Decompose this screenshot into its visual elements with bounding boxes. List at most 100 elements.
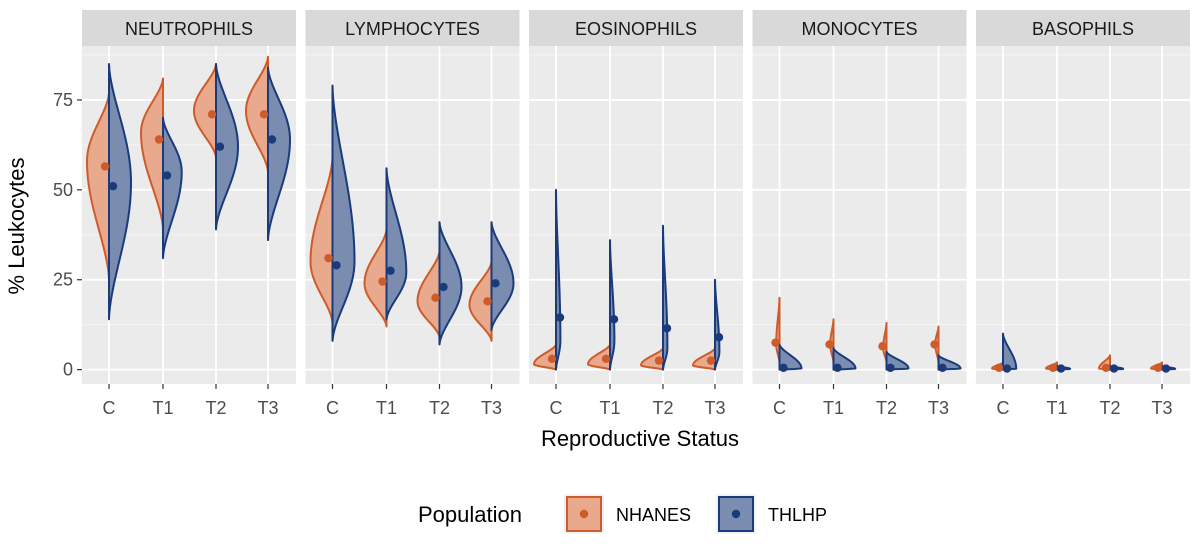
- mean-point-nhanes-c: [994, 363, 1004, 373]
- violin-thlhp-t1: [609, 239, 616, 371]
- x-tick-label: T2: [1099, 398, 1120, 418]
- violin-nhanes-t3: [245, 55, 269, 173]
- mean-point-nhanes-t2: [431, 293, 440, 302]
- mean-point-nhanes-t3: [483, 297, 492, 306]
- x-tick-label: T3: [1151, 398, 1172, 418]
- mean-point-thlhp-t2: [439, 282, 448, 292]
- x-tick-label: T3: [257, 398, 278, 418]
- violin-thlhp-c: [108, 62, 132, 321]
- mean-point-nhanes-t2: [1101, 363, 1111, 373]
- x-axis-label: Reproductive Status: [541, 426, 739, 451]
- violin-nhanes-t1: [140, 77, 164, 231]
- mean-point-thlhp-t3: [938, 363, 947, 373]
- violin-nhanes-c: [533, 343, 557, 371]
- violin-nhanes-c: [309, 156, 334, 324]
- mean-point-nhanes-c: [547, 354, 557, 364]
- panel-eosinophils: EOSINOPHILS C T1 T2 T3: [529, 10, 743, 418]
- x-tick-label: T1: [376, 398, 397, 418]
- facet-label: MONOCYTES: [801, 19, 917, 39]
- x-tick-label: C: [326, 398, 339, 418]
- x-tick-label: T1: [823, 398, 844, 418]
- y-tick-label: 0: [63, 360, 73, 380]
- x-tick-label: C: [550, 398, 563, 418]
- x-tick-label: C: [773, 398, 786, 418]
- panel-background: [752, 46, 967, 384]
- violin-thlhp-c: [331, 84, 356, 342]
- violin-thlhp-t3: [490, 221, 515, 332]
- mean-point-thlhp-t2: [215, 142, 225, 151]
- facet-strip: [82, 10, 296, 46]
- violin-thlhp-t1: [162, 116, 183, 260]
- legend-label-nhanes: NHANES: [616, 505, 691, 525]
- mean-point-thlhp-t3: [1161, 364, 1171, 373]
- y-axis: 0 25 50 75: [53, 90, 82, 380]
- violin-thlhp-c: [555, 188, 562, 371]
- violin-thlhp-t3: [714, 278, 721, 371]
- facet-strip: [305, 10, 520, 46]
- mean-point-thlhp-c: [779, 363, 788, 373]
- violin-thlhp-t2: [438, 221, 463, 346]
- facet-label: BASOPHILS: [1032, 19, 1134, 39]
- panel-lymphocytes: LYMPHOCYTES C T1 T2 T3: [305, 10, 520, 418]
- mean-point-thlhp-t1: [162, 171, 172, 180]
- mean-point-nhanes-t3: [706, 356, 716, 365]
- violin-nhanes-t3: [468, 260, 493, 342]
- violin-thlhp-t2: [662, 224, 669, 371]
- mean-point-thlhp-t3: [267, 135, 277, 144]
- mean-point-nhanes-t1: [154, 135, 164, 144]
- y-tick-label: 50: [53, 180, 73, 200]
- mean-point-nhanes-c: [771, 338, 780, 347]
- mean-point-thlhp-t1: [386, 266, 395, 275]
- violin-nhanes-t2: [193, 62, 217, 159]
- mean-point-thlhp-t1: [833, 363, 842, 373]
- mean-point-thlhp-t2: [886, 363, 895, 373]
- y-tick-label: 75: [53, 90, 73, 110]
- mean-point-nhanes-t1: [825, 340, 834, 349]
- mean-point-thlhp-c: [555, 313, 565, 322]
- mean-point-nhanes-t3: [930, 340, 939, 349]
- facet-strip: [529, 10, 743, 46]
- y-axis-label: % Leukocytes: [4, 158, 29, 295]
- x-tick-label: T2: [205, 398, 226, 418]
- x-tick-label: T1: [1046, 398, 1067, 418]
- x-tick-label: T2: [876, 398, 897, 418]
- legend-title: Population: [418, 502, 522, 527]
- mean-point-thlhp-c: [332, 261, 341, 270]
- facet-strip: [752, 10, 967, 46]
- mean-point-nhanes-t2: [207, 110, 217, 119]
- legend: Population NHANES THLHP: [418, 494, 827, 534]
- x-tick-label: T3: [704, 398, 725, 418]
- x-tick-label: T3: [928, 398, 949, 418]
- mean-point-nhanes-t1: [601, 354, 611, 364]
- violin-thlhp-t2: [215, 62, 239, 231]
- mean-point-thlhp-c: [108, 182, 118, 191]
- x-tick-label: T2: [652, 398, 673, 418]
- panel-neutrophils: NEUTROPHILS C T1 T2 T3: [82, 10, 296, 418]
- panel-basophils: BASOPHILS C T1 T2 T3: [976, 10, 1190, 418]
- mean-point-nhanes-c: [100, 162, 110, 171]
- violin-nhanes-c: [86, 91, 110, 281]
- violin-thlhp-c: [1002, 332, 1018, 371]
- x-tick-label: T3: [481, 398, 502, 418]
- x-tick-label: C: [997, 398, 1010, 418]
- violin-thlhp-t3: [267, 66, 291, 242]
- x-tick-label: T2: [429, 398, 450, 418]
- violin-thlhp-c: [778, 343, 803, 371]
- mean-point-nhanes-t2: [654, 356, 664, 365]
- mean-point-thlhp-t2: [1109, 364, 1119, 373]
- legend-label-thlhp: THLHP: [768, 505, 827, 525]
- x-tick-label: C: [103, 398, 116, 418]
- mean-point-thlhp-t3: [491, 279, 500, 288]
- mean-point-nhanes-t1: [378, 277, 387, 286]
- mean-point-thlhp-t3: [714, 333, 724, 342]
- mean-point-nhanes-t3: [1153, 363, 1163, 373]
- panel-background: [529, 46, 743, 384]
- violin-thlhp-t1: [385, 167, 408, 321]
- mean-point-nhanes-t1: [1048, 363, 1058, 373]
- panel-monocytes: MONOCYTES C T1 T2 T3: [752, 10, 967, 418]
- mean-point-thlhp-c: [1002, 364, 1012, 373]
- facet-label: LYMPHOCYTES: [345, 19, 480, 39]
- mean-point-thlhp-t2: [662, 324, 672, 333]
- legend-dot-nhanes: [579, 509, 589, 519]
